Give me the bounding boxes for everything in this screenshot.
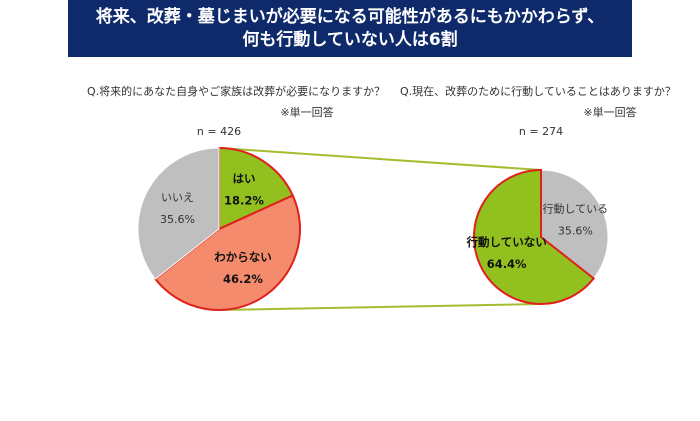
slice-value: 46.2% [223, 272, 263, 286]
slice-label: 行動していない [466, 235, 547, 249]
note: ※単一回答 [583, 105, 636, 119]
title-line: 将来、改葬・墓じまいが必要になる可能性があるにもかかわらず、 [96, 6, 604, 27]
title-banner [68, 0, 632, 57]
slice-label: 行動している [543, 201, 609, 215]
sample-size: n = 274 [519, 125, 563, 138]
connector [218, 303, 542, 311]
slice-value: 18.2% [224, 194, 264, 208]
pie-slice [473, 168, 596, 305]
slice-value: 64.4% [487, 257, 527, 271]
question: Q.現在、改葬のために行動していることはありますか？ [400, 84, 676, 98]
note: ※単一回答 [280, 105, 333, 119]
slice-value: 35.6% [160, 213, 195, 226]
pie-slice [218, 146, 295, 231]
pie-slice [153, 194, 301, 311]
connector [218, 147, 542, 171]
slice-label: わからない [214, 250, 272, 264]
slice-value: 35.6% [558, 224, 593, 237]
sample-size: n = 426 [197, 125, 241, 138]
pie-slice [540, 169, 609, 280]
slice-label: はい [232, 172, 255, 186]
title-line: 何も行動していない人は6割 [242, 29, 457, 50]
question: Q.将来的にあなた自身やご家族は改葬が必要になりますか？ [87, 84, 385, 98]
slice-label: いいえ [161, 191, 194, 204]
pie-slice [137, 147, 220, 280]
